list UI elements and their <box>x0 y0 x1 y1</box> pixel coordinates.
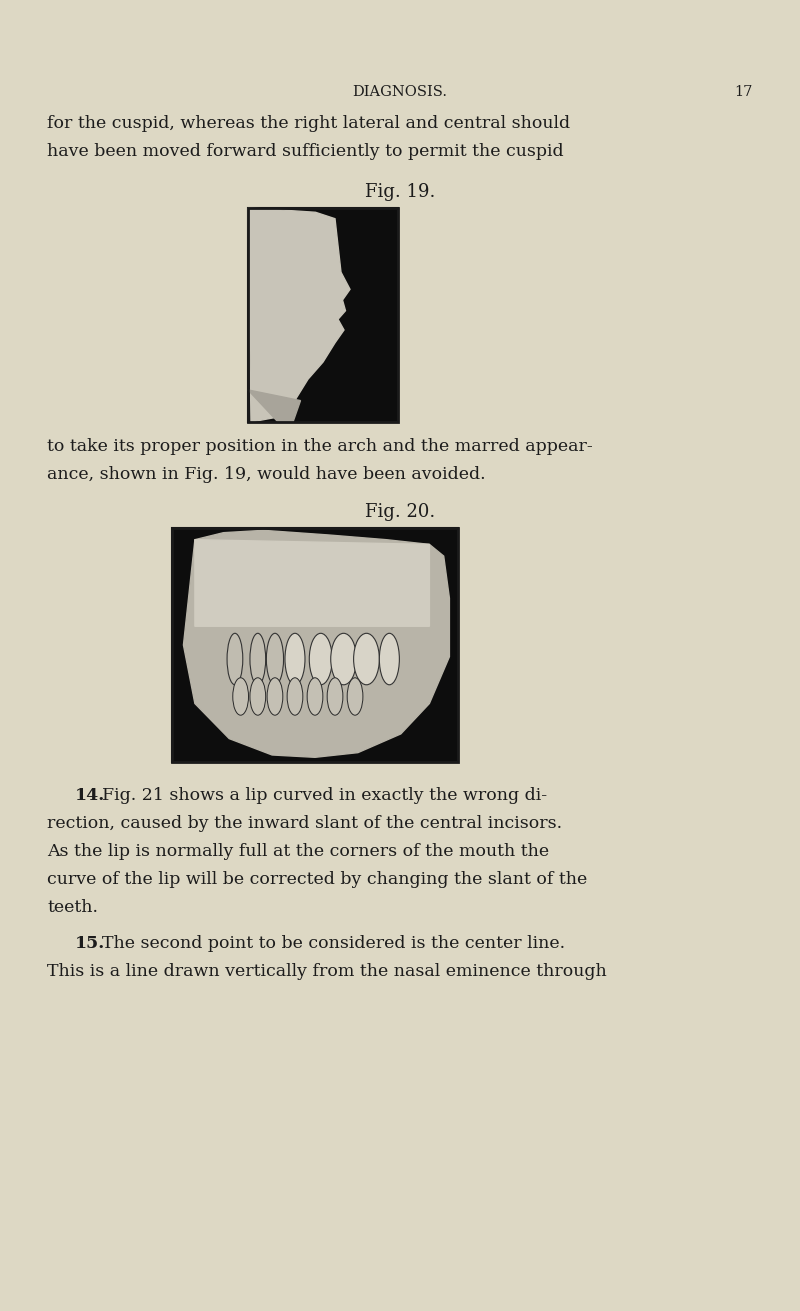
Text: to take its proper position in the arch and the marred appear-: to take its proper position in the arch … <box>47 438 593 455</box>
Ellipse shape <box>327 678 343 716</box>
Ellipse shape <box>267 678 283 716</box>
Text: 15.: 15. <box>75 935 106 952</box>
Bar <box>248 208 398 422</box>
Text: DIAGNOSIS.: DIAGNOSIS. <box>353 85 447 100</box>
Ellipse shape <box>330 633 357 684</box>
Text: As the lip is normally full at the corners of the mouth the: As the lip is normally full at the corne… <box>47 843 549 860</box>
Bar <box>248 208 398 422</box>
Ellipse shape <box>233 678 249 716</box>
Polygon shape <box>248 389 301 422</box>
Ellipse shape <box>227 633 242 684</box>
Ellipse shape <box>307 678 323 716</box>
Polygon shape <box>248 208 350 422</box>
Ellipse shape <box>287 678 303 716</box>
Ellipse shape <box>347 678 363 716</box>
Text: Fig. 20.: Fig. 20. <box>365 503 435 520</box>
Ellipse shape <box>379 633 399 684</box>
Text: for the cuspid, whereas the right lateral and central should: for the cuspid, whereas the right latera… <box>47 115 570 132</box>
Text: ance, shown in Fig. 19, would have been avoided.: ance, shown in Fig. 19, would have been … <box>47 465 486 482</box>
Text: 14.: 14. <box>75 787 106 804</box>
Ellipse shape <box>285 633 305 684</box>
Text: This is a line drawn vertically from the nasal eminence through: This is a line drawn vertically from the… <box>47 964 606 981</box>
Polygon shape <box>183 531 450 758</box>
Text: rection, caused by the inward slant of the central incisors.: rection, caused by the inward slant of t… <box>47 815 562 832</box>
Text: Fig. 21 shows a lip curved in exactly the wrong di-: Fig. 21 shows a lip curved in exactly th… <box>102 787 547 804</box>
Ellipse shape <box>354 633 379 684</box>
Text: curve of the lip will be corrected by changing the slant of the: curve of the lip will be corrected by ch… <box>47 871 587 888</box>
Text: have been moved forward sufficiently to permit the cuspid: have been moved forward sufficiently to … <box>47 143 564 160</box>
Text: The second point to be considered is the center line.: The second point to be considered is the… <box>102 935 565 952</box>
Bar <box>172 528 458 762</box>
Text: 17: 17 <box>734 85 753 100</box>
Ellipse shape <box>250 678 266 716</box>
Ellipse shape <box>310 633 332 684</box>
Text: teeth.: teeth. <box>47 899 98 916</box>
Text: Fig. 19.: Fig. 19. <box>365 184 435 201</box>
Ellipse shape <box>250 633 266 684</box>
Polygon shape <box>195 540 430 627</box>
Bar <box>172 528 458 762</box>
Ellipse shape <box>266 633 283 684</box>
